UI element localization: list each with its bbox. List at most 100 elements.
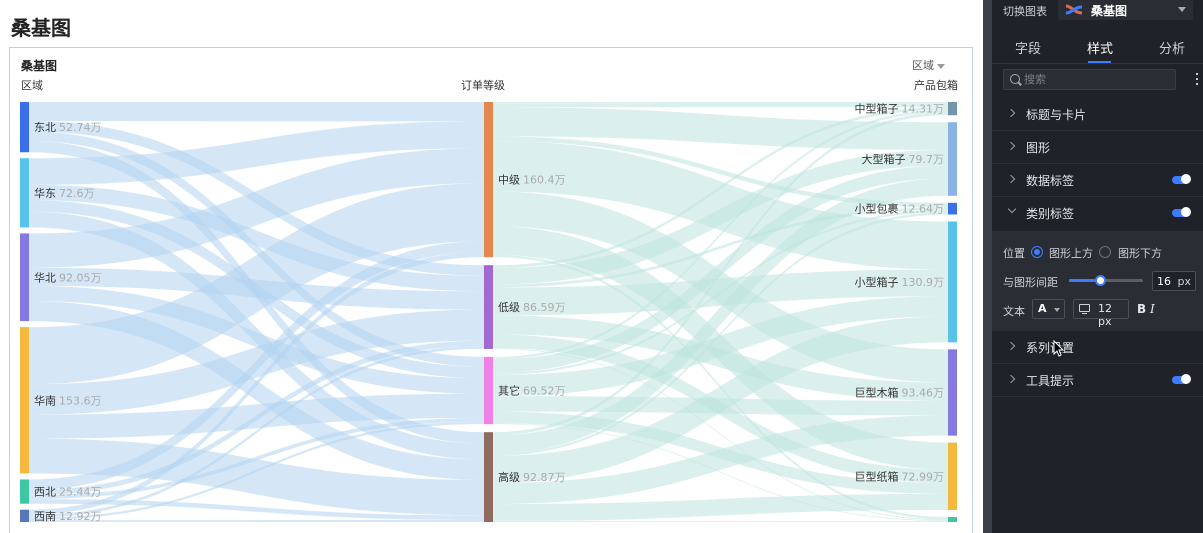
sankey-node[interactable] xyxy=(484,102,493,258)
gap-slider[interactable] xyxy=(1069,279,1143,282)
sankey-link[interactable] xyxy=(493,112,948,436)
column-header-region: 区域 xyxy=(21,79,43,92)
radio-below-label[interactable]: 图形下方 xyxy=(1118,247,1162,260)
chevron-right-icon xyxy=(1006,141,1016,151)
sankey-node[interactable] xyxy=(948,102,957,116)
sankey-link[interactable] xyxy=(493,296,948,397)
chart-card[interactable]: 桑基图 区域 区域 订单等级 产品包箱 xyxy=(9,47,973,533)
node-value-label: 86.59万 xyxy=(523,301,566,314)
sankey-link[interactable] xyxy=(29,421,484,521)
sankey-link[interactable] xyxy=(29,499,484,521)
section-tooltip[interactable]: 工具提示 xyxy=(992,364,1203,397)
sankey-link[interactable] xyxy=(29,346,484,518)
node-value-label: 69.52万 xyxy=(523,385,566,398)
sankey-node[interactable] xyxy=(948,202,957,215)
radio-above-label[interactable]: 图形上方 xyxy=(1049,247,1093,260)
sankey-link[interactable] xyxy=(493,178,948,454)
sankey-link[interactable] xyxy=(493,102,948,108)
sankey-node[interactable] xyxy=(948,349,957,436)
sankey-node[interactable] xyxy=(20,102,29,153)
sankey-link[interactable] xyxy=(29,340,484,496)
region-filter-dropdown[interactable]: 区域 xyxy=(912,57,945,73)
tooltip-toggle[interactable] xyxy=(1172,374,1191,384)
sankey-node[interactable] xyxy=(20,479,29,504)
sankey-link[interactable] xyxy=(29,121,484,185)
sankey-node[interactable] xyxy=(20,158,29,228)
sankey-link[interactable] xyxy=(29,148,484,268)
sankey-node[interactable] xyxy=(20,233,29,322)
tab-style[interactable]: 样式 xyxy=(1087,42,1114,57)
sankey-link[interactable] xyxy=(493,493,948,522)
sankey-node[interactable] xyxy=(484,356,493,425)
sankey-link[interactable] xyxy=(29,131,484,367)
sankey-link[interactable] xyxy=(29,251,484,515)
data-label-toggle[interactable] xyxy=(1172,174,1191,184)
sankey-link[interactable] xyxy=(493,107,948,269)
sankey-link[interactable] xyxy=(493,316,948,483)
section-title-card[interactable]: 标题与卡片 xyxy=(992,98,1203,131)
gap-slider-thumb[interactable] xyxy=(1095,275,1106,286)
sankey-link[interactable] xyxy=(493,107,948,150)
sankey-link[interactable] xyxy=(493,315,948,401)
node-name-label: 华南 xyxy=(34,393,56,407)
section-data-label[interactable]: 数据标签 xyxy=(992,164,1203,197)
text-label: 文本 xyxy=(1003,305,1025,318)
section-title: 标题与卡片 xyxy=(1026,108,1087,122)
node-value-label: 130.9万 xyxy=(902,276,945,289)
tab-analysis[interactable]: 分析 xyxy=(1159,42,1186,57)
chevron-right-icon xyxy=(1006,341,1016,351)
sankey-link[interactable] xyxy=(493,207,948,288)
more-vertical-icon[interactable] xyxy=(1196,72,1199,88)
sankey-link[interactable] xyxy=(493,521,948,523)
tab-fields[interactable]: 字段 xyxy=(1015,42,1042,57)
sankey-link[interactable] xyxy=(493,141,948,270)
sankey-link[interactable] xyxy=(493,165,948,373)
sankey-link[interactable] xyxy=(29,241,484,490)
font-color-select[interactable]: A xyxy=(1032,299,1065,319)
chart-type-select[interactable]: 桑基图 xyxy=(1058,0,1193,20)
sankey-node[interactable] xyxy=(20,327,29,474)
search-input[interactable] xyxy=(1024,72,1164,87)
radio-below[interactable] xyxy=(1099,246,1111,258)
node-name-label: 小型箱子 xyxy=(855,275,899,289)
panel-divider[interactable] xyxy=(983,0,992,533)
section-title: 类别标签 xyxy=(1026,207,1075,221)
sankey-node[interactable] xyxy=(948,221,957,343)
radio-above[interactable] xyxy=(1031,246,1043,258)
sankey-link[interactable] xyxy=(29,520,484,522)
sankey-link[interactable] xyxy=(29,184,484,292)
sankey-node[interactable] xyxy=(484,265,493,349)
node-name-label: 高级 xyxy=(498,470,520,484)
bold-button[interactable]: B xyxy=(1137,302,1147,316)
gap-input-box[interactable]: px xyxy=(1152,271,1196,291)
sankey-link[interactable] xyxy=(493,347,948,521)
sankey-link[interactable] xyxy=(493,415,948,505)
sankey-node[interactable] xyxy=(948,442,957,511)
sankey-link[interactable] xyxy=(493,136,948,208)
section-category-label[interactable]: 类别标签 xyxy=(992,197,1203,230)
sankey-link[interactable] xyxy=(493,109,948,360)
sankey-link[interactable] xyxy=(29,285,484,394)
sankey-link[interactable] xyxy=(493,149,948,285)
sankey-link[interactable] xyxy=(29,301,484,480)
sankey-link[interactable] xyxy=(29,183,484,385)
sankey-link[interactable] xyxy=(29,417,484,500)
sankey-link[interactable] xyxy=(493,423,948,522)
category-label-toggle[interactable] xyxy=(1172,207,1191,217)
sankey-link[interactable] xyxy=(493,210,948,375)
section-series[interactable]: 系列设置 xyxy=(992,331,1203,364)
sankey-node[interactable] xyxy=(948,517,957,522)
sankey-node[interactable] xyxy=(948,122,957,196)
section-shape[interactable]: 图形 xyxy=(992,131,1203,164)
italic-button[interactable]: I xyxy=(1150,302,1155,316)
font-size-select[interactable]: 12 px xyxy=(1073,299,1129,328)
gap-input[interactable] xyxy=(1157,274,1179,288)
sankey-node[interactable] xyxy=(20,509,29,522)
node-name-label: 东北 xyxy=(34,121,56,134)
sankey-link[interactable] xyxy=(493,212,948,456)
sankey-node[interactable] xyxy=(484,432,493,522)
sankey-link[interactable] xyxy=(29,102,484,122)
node-name-label: 西南 xyxy=(34,510,56,523)
search-box[interactable] xyxy=(1003,69,1176,90)
